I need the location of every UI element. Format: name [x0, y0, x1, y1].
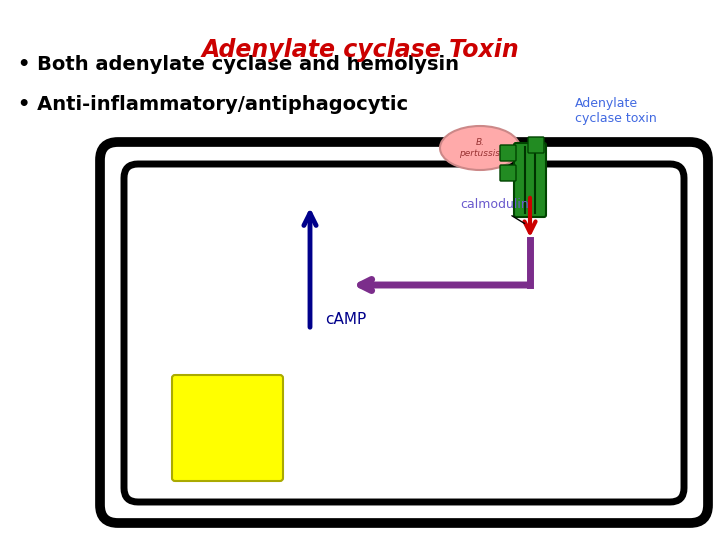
- Text: calmodulin: calmodulin: [460, 199, 528, 224]
- Text: • Anti-inflammatory/antiphagocytic: • Anti-inflammatory/antiphagocytic: [18, 96, 408, 114]
- Text: Adenylate cyclase Toxin: Adenylate cyclase Toxin: [201, 38, 519, 62]
- Ellipse shape: [440, 126, 520, 170]
- Text: Adenylate
cyclase toxin: Adenylate cyclase toxin: [575, 97, 657, 125]
- FancyBboxPatch shape: [500, 145, 516, 161]
- FancyBboxPatch shape: [528, 137, 544, 153]
- FancyBboxPatch shape: [124, 164, 684, 502]
- Text: B.
pertussis: B. pertussis: [459, 138, 500, 158]
- FancyBboxPatch shape: [172, 375, 283, 481]
- FancyBboxPatch shape: [500, 165, 516, 181]
- FancyBboxPatch shape: [100, 142, 708, 523]
- Text: cAMP: cAMP: [325, 313, 366, 327]
- FancyBboxPatch shape: [514, 143, 546, 217]
- Text: • Both adenylate cyclase and hemolysin: • Both adenylate cyclase and hemolysin: [18, 56, 459, 75]
